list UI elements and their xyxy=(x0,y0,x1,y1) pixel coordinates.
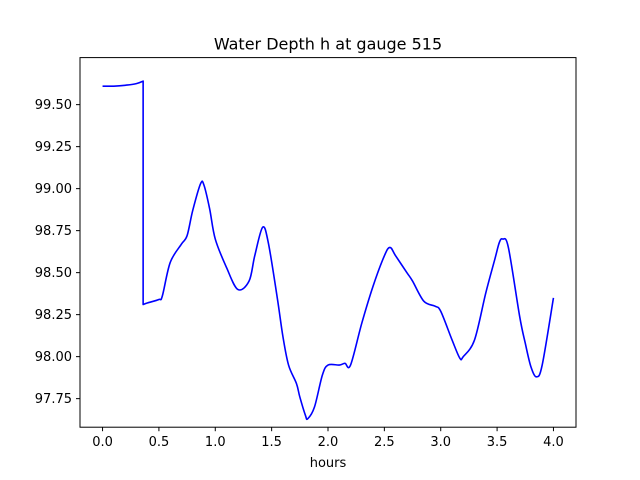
chart-title: Water Depth h at gauge 515 xyxy=(214,35,442,54)
series-layer xyxy=(102,80,555,421)
x-tick-label: 3.0 xyxy=(430,435,451,450)
x-axis-label: hours xyxy=(310,456,347,471)
y-tick-label: 99.25 xyxy=(35,140,72,155)
x-tick-label: 2.5 xyxy=(374,435,395,450)
y-tick-label: 98.00 xyxy=(35,350,72,365)
y-axis-ticks: 97.75 98.00 98.25 98.50 98.75 99.00 99.25 99.50 xyxy=(35,98,80,407)
x-axis-ticks: 0.0 0.5 1.0 1.5 2.0 2.5 3.0 3.5 4.0 xyxy=(92,427,564,450)
x-tick-label: 1.0 xyxy=(205,435,226,450)
x-tick-label: 0.5 xyxy=(149,435,170,450)
y-tick-label: 98.50 xyxy=(35,266,72,281)
x-tick-label: 4.0 xyxy=(543,435,564,450)
y-tick-label: 98.75 xyxy=(35,224,72,239)
series-line-0 xyxy=(102,80,555,421)
y-tick-label: 99.50 xyxy=(35,98,72,113)
x-tick-label: 0.0 xyxy=(92,435,113,450)
x-tick-label: 1.5 xyxy=(261,435,282,450)
y-tick-label: 97.75 xyxy=(35,392,72,407)
y-tick-label: 98.25 xyxy=(35,308,72,323)
x-tick-label: 3.5 xyxy=(487,435,508,450)
y-tick-label: 99.00 xyxy=(35,182,72,197)
x-tick-label: 2.0 xyxy=(318,435,339,450)
